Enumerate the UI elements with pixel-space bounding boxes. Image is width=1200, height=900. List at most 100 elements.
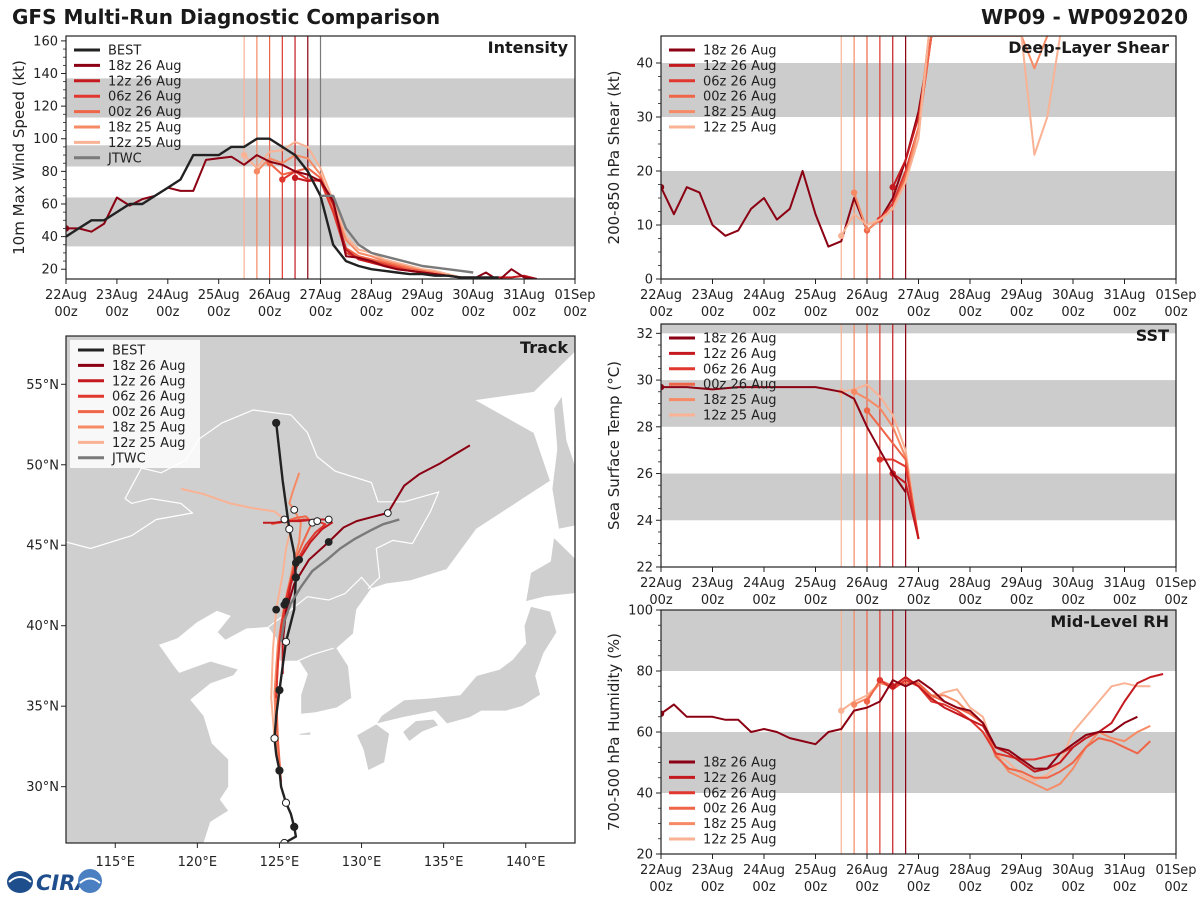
- legend-label-00z-26-aug: 00z 26 Aug: [108, 105, 182, 120]
- shaded-band: [661, 324, 1176, 334]
- init-marker-18z-26-aug: [66, 225, 70, 232]
- legend-label-jtwc: JTWC: [111, 451, 146, 466]
- border-korea-dmz: [297, 647, 334, 662]
- x-tick-hour: 00z: [1061, 593, 1085, 608]
- y-tick-label: 20: [41, 263, 58, 278]
- x-tick-date: 24Aug: [743, 863, 785, 878]
- x-tick-date: 22Aug: [640, 863, 682, 878]
- x-tick-hour: 00z: [855, 305, 879, 320]
- init-marker-12z-26-aug: [889, 184, 896, 191]
- storm-id: WP09 - WP092020: [981, 5, 1188, 29]
- legend-label-12z-25-aug: 12z 25 Aug: [108, 136, 182, 151]
- legend-label-06z-26-aug: 06z 26 Aug: [703, 362, 777, 377]
- x-tick-hour: 00z: [258, 305, 282, 320]
- init-marker-18z-26-aug: [661, 710, 665, 717]
- x-tick-hour: 00z: [1061, 880, 1085, 895]
- x-tick-date: 23Aug: [692, 576, 734, 591]
- border-china-mongolia: [66, 409, 440, 590]
- x-tick-hour: 00z: [207, 305, 231, 320]
- lon-tick-label: 130°E: [342, 855, 382, 870]
- x-tick-hour: 00z: [701, 593, 725, 608]
- lon-tick-label: 135°E: [424, 855, 464, 870]
- track-legend-background: [70, 340, 200, 468]
- x-tick-date: 24Aug: [147, 288, 189, 303]
- x-tick-date: 23Aug: [692, 288, 734, 303]
- series-line-12z-26-aug: [892, 472, 920, 540]
- lat-tick-label: 30°N: [26, 780, 59, 795]
- x-tick-date: 28Aug: [949, 863, 991, 878]
- track-line-12z-25-aug: [180, 487, 292, 782]
- x-tick-date: 29Aug: [1001, 863, 1043, 878]
- y-tick-label: 40: [636, 57, 653, 72]
- best-track-point: [275, 685, 284, 695]
- shaded-band: [661, 610, 1176, 671]
- legend-label-18z-25-aug: 18z 25 Aug: [703, 817, 777, 832]
- x-tick-hour: 00z: [958, 880, 982, 895]
- x-tick-date: 22Aug: [640, 576, 682, 591]
- x-tick-date: 01Sep: [1155, 863, 1196, 878]
- rh-ylabel: 700-500 hPa Humidity (%): [605, 633, 623, 831]
- track-point-12z-26-aug: [295, 555, 304, 564]
- legend-label-18z-25-aug: 18z 25 Aug: [703, 393, 777, 408]
- track-point-12z-26-aug: [324, 515, 333, 524]
- figure-title: GFS Multi-Run Diagnostic Comparison: [12, 5, 440, 29]
- x-tick-hour: 00z: [1113, 305, 1137, 320]
- lon-tick-label: 120°E: [178, 855, 218, 870]
- x-tick-date: 31Aug: [503, 288, 545, 303]
- track-frame: [65, 335, 576, 844]
- best-track-point: [280, 838, 289, 843]
- rh-title: Mid-Level RH: [1050, 612, 1169, 631]
- intensity-ylabel: 10m Max Wind Speed (kt): [10, 60, 28, 255]
- x-tick-hour: 00z: [804, 593, 828, 608]
- x-tick-hour: 00z: [411, 305, 435, 320]
- x-tick-hour: 00z: [907, 880, 931, 895]
- track-point-06z-26-aug: [313, 517, 322, 525]
- x-tick-date: 01Sep: [1155, 576, 1196, 591]
- x-tick-date: 01Sep: [1155, 288, 1196, 303]
- x-tick-hour: 00z: [855, 593, 879, 608]
- cira-logo-swirl: [8, 876, 32, 883]
- series-line-18z-26-aug: [661, 679, 1138, 770]
- lon-tick-label: 140°E: [506, 855, 546, 870]
- x-tick-hour: 00z: [958, 305, 982, 320]
- y-tick-label: 100: [33, 132, 58, 147]
- series-line-12z-26-aug: [892, 673, 1164, 773]
- best-track-point: [290, 822, 299, 832]
- legend-label-12z-25-aug: 12z 25 Aug: [703, 409, 777, 424]
- series-line-best: [66, 137, 499, 279]
- legend-label-best: BEST: [108, 44, 141, 59]
- y-tick-label: 28: [636, 420, 653, 435]
- legend-label-18z-26-aug: 18z 26 Aug: [703, 44, 777, 59]
- init-marker-12z-25-aug: [838, 707, 845, 714]
- japan-honshu-landmass: [375, 605, 558, 725]
- x-tick-date: 28Aug: [949, 288, 991, 303]
- init-marker-18z-25-aug: [850, 701, 858, 708]
- lon-tick-label: 125°E: [260, 855, 300, 870]
- japan-hokkaido-landmass: [525, 536, 575, 603]
- x-tick-hour: 00z: [1061, 305, 1085, 320]
- sst-ylabel: Sea Surface Temp (°C): [605, 361, 623, 530]
- init-marker-18z-26-aug: [661, 184, 665, 191]
- init-marker-12z-25-aug: [838, 232, 845, 239]
- x-tick-date: 28Aug: [949, 576, 991, 591]
- track-panel: 115°E 120°E 125°E 130°E 135°E 140°E 30°N 35°N 40…: [26, 335, 576, 870]
- y-tick-label: 80: [636, 665, 653, 680]
- sakhalin-landmass: [551, 394, 575, 530]
- sst-title: SST: [1136, 326, 1169, 345]
- legend-label-00z-26-aug: 00z 26 Aug: [703, 378, 777, 393]
- x-tick-hour: 00z: [1010, 593, 1034, 608]
- lat-tick-label: 55°N: [26, 378, 59, 393]
- x-tick-hour: 00z: [752, 593, 776, 608]
- lat-tick-label: 40°N: [26, 619, 59, 634]
- legend-label-00z-26-aug: 00z 26 Aug: [703, 90, 777, 105]
- rh-bands: [661, 610, 1176, 793]
- cira-logo-wave: [79, 877, 101, 884]
- shear-panel: 0 10 20 30 40 22Aug 00z 23Aug 00z 24Aug 00z 25Aug 00…: [605, 35, 1197, 320]
- track-point-12z-25-aug: [280, 515, 289, 524]
- cira-logo-mark-right: [78, 869, 102, 893]
- lat-tick-label: 35°N: [26, 700, 59, 715]
- series-line-18z-26-aug: [661, 36, 933, 248]
